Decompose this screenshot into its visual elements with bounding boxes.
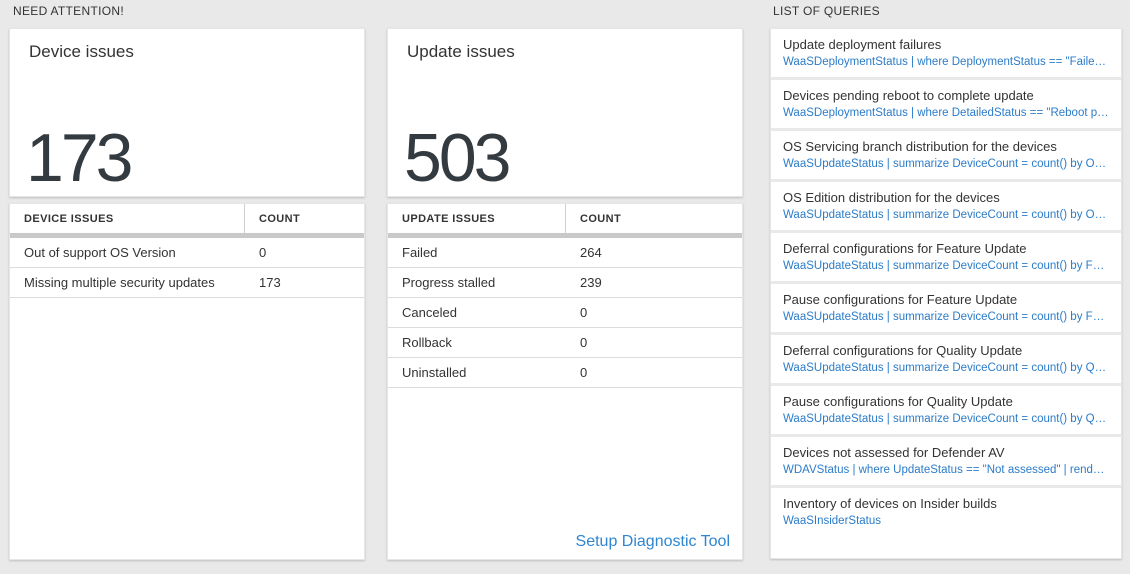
issue-cell: Missing multiple security updates bbox=[24, 275, 215, 290]
count-cell: 0 bbox=[580, 305, 588, 320]
query-title: Deferral configurations for Feature Upda… bbox=[783, 241, 1027, 256]
device-issues-title: Device issues bbox=[29, 42, 134, 61]
device-issues-tile[interactable]: Device issues 173 bbox=[9, 28, 365, 197]
update-table-header: UPDATE ISSUES COUNT bbox=[388, 204, 742, 233]
list-of-queries-header: LIST OF QUERIES bbox=[773, 4, 880, 18]
header-divider-bar bbox=[388, 233, 742, 238]
query-text: WaaSInsiderStatus bbox=[783, 515, 882, 527]
table-row[interactable]: Failed 264 bbox=[388, 238, 742, 268]
query-title: Devices not assessed for Defender AV bbox=[783, 445, 1005, 460]
query-item[interactable]: Pause configurations for Feature Update … bbox=[771, 284, 1121, 335]
issue-cell: Canceled bbox=[402, 305, 457, 320]
count-cell: 239 bbox=[580, 275, 602, 290]
query-item[interactable]: Devices pending reboot to complete updat… bbox=[771, 80, 1121, 131]
query-text: WaaSUpdateStatus | summarize DeviceCount… bbox=[783, 362, 1109, 374]
query-title: Inventory of devices on Insider builds bbox=[783, 496, 997, 511]
count-cell: 0 bbox=[259, 245, 267, 260]
query-text: WaaSDeploymentStatus | where DeploymentS… bbox=[783, 56, 1109, 68]
table-row[interactable]: Progress stalled 239 bbox=[388, 268, 742, 298]
update-table-header-issues: UPDATE ISSUES bbox=[388, 204, 566, 233]
query-title: OS Servicing branch distribution for the… bbox=[783, 139, 1057, 154]
update-issues-table: UPDATE ISSUES COUNT Failed 264 Progress … bbox=[387, 203, 743, 560]
need-attention-header: NEED ATTENTION! bbox=[13, 4, 124, 18]
query-text: WaaSUpdateStatus | summarize DeviceCount… bbox=[783, 158, 1109, 170]
count-cell: 0 bbox=[580, 335, 588, 350]
issue-cell: Progress stalled bbox=[402, 275, 496, 290]
query-text: WaaSUpdateStatus | summarize DeviceCount… bbox=[783, 209, 1109, 221]
query-text: WaaSUpdateStatus | summarize DeviceCount… bbox=[783, 260, 1109, 272]
count-cell: 264 bbox=[580, 245, 602, 260]
query-item[interactable]: OS Servicing branch distribution for the… bbox=[771, 131, 1121, 182]
device-table-header: DEVICE ISSUES COUNT bbox=[10, 204, 364, 233]
query-item[interactable]: Deferral configurations for Feature Upda… bbox=[771, 233, 1121, 284]
query-item[interactable]: Devices not assessed for Defender AV WDA… bbox=[771, 437, 1121, 488]
device-issues-table: DEVICE ISSUES COUNT Out of support OS Ve… bbox=[9, 203, 365, 560]
table-row[interactable]: Canceled 0 bbox=[388, 298, 742, 328]
device-table-header-issues: DEVICE ISSUES bbox=[10, 204, 245, 233]
setup-diagnostic-tool-link[interactable]: Setup Diagnostic Tool bbox=[575, 533, 730, 550]
query-text: WaaSUpdateStatus | summarize DeviceCount… bbox=[783, 413, 1109, 425]
query-item[interactable]: Update deployment failures WaaSDeploymen… bbox=[771, 29, 1121, 80]
query-item[interactable]: Pause configurations for Quality Update … bbox=[771, 386, 1121, 437]
query-item[interactable]: Inventory of devices on Insider builds W… bbox=[771, 488, 1121, 558]
query-list-panel: Update deployment failures WaaSDeploymen… bbox=[770, 28, 1122, 559]
table-row[interactable]: Out of support OS Version 0 bbox=[10, 238, 364, 268]
query-title: Pause configurations for Feature Update bbox=[783, 292, 1018, 307]
issue-cell: Out of support OS Version bbox=[24, 245, 176, 260]
query-item[interactable]: OS Edition distribution for the devices … bbox=[771, 182, 1121, 233]
count-cell: 0 bbox=[580, 365, 588, 380]
update-issues-count: 503 bbox=[404, 120, 511, 196]
query-text: WaaSDeploymentStatus | where DetailedSta… bbox=[783, 107, 1109, 119]
update-issues-title: Update issues bbox=[407, 42, 515, 61]
query-title: OS Edition distribution for the devices bbox=[783, 190, 1000, 205]
query-title: Pause configurations for Quality Update bbox=[783, 394, 1013, 409]
issue-cell: Uninstalled bbox=[402, 365, 467, 380]
update-table-header-count: COUNT bbox=[580, 212, 622, 225]
query-text: WaaSUpdateStatus | summarize DeviceCount… bbox=[783, 311, 1109, 323]
query-text: WDAVStatus | where UpdateStatus == "Not … bbox=[783, 464, 1109, 476]
table-row[interactable]: Missing multiple security updates 173 bbox=[10, 268, 364, 298]
device-issues-count: 173 bbox=[26, 120, 133, 196]
issue-cell: Rollback bbox=[402, 335, 452, 350]
query-item[interactable]: Deferral configurations for Quality Upda… bbox=[771, 335, 1121, 386]
device-table-header-count: COUNT bbox=[259, 212, 301, 225]
query-title: Update deployment failures bbox=[783, 37, 942, 52]
count-cell: 173 bbox=[259, 275, 281, 290]
issue-cell: Failed bbox=[402, 245, 438, 260]
update-issues-tile[interactable]: Update issues 503 bbox=[387, 28, 743, 197]
header-divider-bar bbox=[10, 233, 364, 238]
query-title: Deferral configurations for Quality Upda… bbox=[783, 343, 1023, 358]
table-row[interactable]: Uninstalled 0 bbox=[388, 358, 742, 388]
query-title: Devices pending reboot to complete updat… bbox=[783, 88, 1034, 103]
table-row[interactable]: Rollback 0 bbox=[388, 328, 742, 358]
